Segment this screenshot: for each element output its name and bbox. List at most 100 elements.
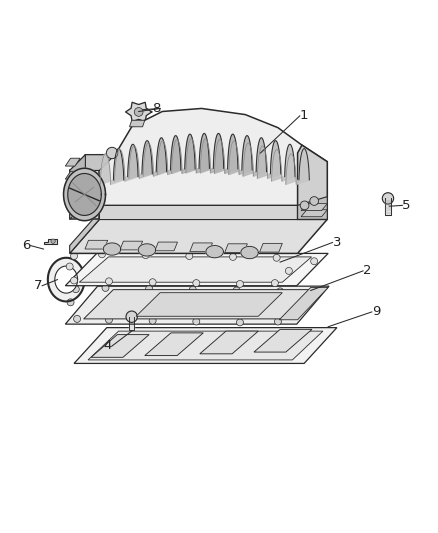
Polygon shape (70, 155, 115, 171)
Circle shape (126, 311, 138, 322)
Polygon shape (229, 135, 252, 174)
Polygon shape (70, 171, 99, 220)
Polygon shape (70, 212, 99, 253)
Circle shape (134, 108, 143, 116)
Circle shape (193, 280, 200, 287)
Polygon shape (138, 244, 155, 256)
Polygon shape (48, 258, 85, 302)
Polygon shape (120, 241, 143, 250)
Circle shape (71, 277, 78, 284)
Circle shape (149, 317, 156, 324)
Polygon shape (55, 266, 78, 293)
Polygon shape (286, 149, 309, 184)
Circle shape (146, 285, 152, 292)
Circle shape (311, 292, 318, 298)
Polygon shape (200, 331, 258, 354)
Text: 4: 4 (104, 340, 112, 352)
Circle shape (275, 318, 282, 325)
Polygon shape (91, 335, 149, 357)
Polygon shape (190, 243, 212, 252)
Polygon shape (143, 138, 166, 176)
Polygon shape (99, 205, 297, 220)
Text: 8: 8 (152, 102, 160, 115)
Circle shape (189, 286, 196, 293)
Polygon shape (243, 138, 266, 176)
Text: 7: 7 (34, 279, 42, 292)
Polygon shape (85, 108, 327, 205)
Polygon shape (200, 133, 224, 173)
Polygon shape (157, 135, 181, 174)
Circle shape (300, 201, 309, 210)
Text: 9: 9 (372, 305, 380, 318)
Circle shape (193, 318, 200, 325)
Polygon shape (65, 158, 80, 166)
Polygon shape (74, 328, 337, 364)
Circle shape (186, 253, 193, 260)
Circle shape (286, 268, 292, 274)
Polygon shape (79, 257, 311, 282)
Polygon shape (88, 331, 323, 360)
Polygon shape (301, 210, 327, 217)
Polygon shape (68, 174, 101, 215)
Polygon shape (260, 244, 283, 252)
Polygon shape (297, 145, 327, 220)
Circle shape (72, 286, 79, 293)
Polygon shape (297, 197, 327, 220)
Polygon shape (100, 149, 124, 184)
Circle shape (237, 280, 244, 287)
Polygon shape (272, 144, 295, 181)
Polygon shape (206, 246, 223, 258)
Circle shape (99, 251, 106, 258)
Circle shape (286, 304, 292, 311)
Polygon shape (115, 144, 138, 181)
Circle shape (71, 253, 78, 260)
Polygon shape (126, 102, 152, 122)
Circle shape (310, 197, 318, 205)
Polygon shape (257, 141, 281, 179)
Circle shape (273, 254, 280, 261)
Circle shape (66, 263, 73, 270)
Circle shape (149, 279, 156, 286)
Circle shape (230, 253, 237, 261)
Polygon shape (254, 329, 312, 352)
Circle shape (67, 299, 74, 306)
Polygon shape (385, 198, 391, 215)
Circle shape (272, 280, 279, 287)
Polygon shape (215, 134, 238, 173)
Circle shape (74, 316, 81, 322)
Circle shape (106, 147, 118, 159)
Circle shape (382, 193, 394, 204)
Polygon shape (186, 133, 209, 173)
Polygon shape (65, 286, 329, 324)
Polygon shape (70, 220, 327, 253)
Polygon shape (225, 244, 247, 253)
Polygon shape (103, 243, 121, 255)
Text: 2: 2 (363, 264, 371, 277)
Polygon shape (172, 134, 195, 173)
Circle shape (106, 316, 113, 323)
Circle shape (311, 258, 318, 265)
Polygon shape (84, 289, 311, 319)
Polygon shape (44, 239, 57, 244)
Circle shape (237, 319, 244, 326)
Polygon shape (136, 293, 283, 316)
Polygon shape (130, 120, 145, 127)
Circle shape (142, 252, 149, 259)
Polygon shape (241, 246, 258, 259)
Polygon shape (65, 253, 328, 286)
Polygon shape (155, 242, 177, 251)
Text: 1: 1 (300, 109, 308, 123)
Circle shape (277, 288, 284, 295)
Polygon shape (64, 168, 106, 221)
Polygon shape (279, 287, 328, 320)
Polygon shape (85, 240, 108, 249)
Circle shape (102, 285, 109, 292)
Polygon shape (70, 155, 85, 220)
Polygon shape (129, 317, 134, 330)
Circle shape (51, 239, 55, 244)
Polygon shape (301, 204, 327, 211)
Text: 3: 3 (332, 236, 341, 249)
Polygon shape (65, 171, 80, 179)
Circle shape (106, 278, 113, 285)
Circle shape (233, 287, 240, 294)
